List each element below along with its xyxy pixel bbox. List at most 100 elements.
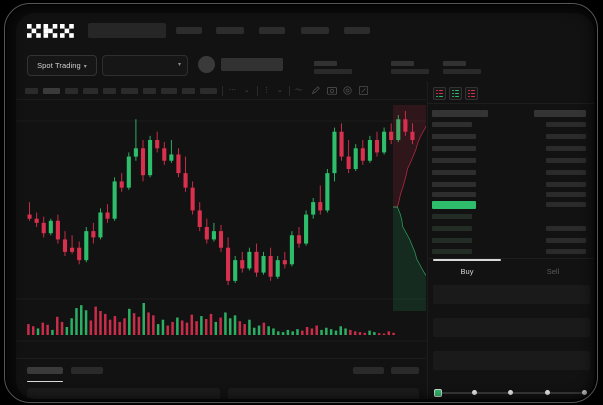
chart-type-chevron-icon[interactable]: ⌄ <box>244 87 250 94</box>
orderbook-ask-price[interactable] <box>432 182 476 187</box>
orderbook-ask-amount <box>546 134 586 139</box>
toolbar-divider <box>222 86 223 96</box>
tab-open-orders[interactable] <box>27 367 63 374</box>
settings-gear-icon[interactable] <box>343 86 352 96</box>
orders-placeholder-left <box>27 388 220 399</box>
market-stat-1 <box>314 61 352 74</box>
orderbook-ask-amount <box>546 146 586 151</box>
price-chart-canvas[interactable] <box>16 99 426 358</box>
bottom-action-2[interactable] <box>391 367 419 374</box>
orderbook-ask-price[interactable] <box>432 122 472 127</box>
market-stat-label <box>391 61 414 66</box>
pair-name-label <box>221 58 283 71</box>
chevron-down-icon: ▾ <box>83 64 87 70</box>
timeframe-chip[interactable] <box>65 88 78 94</box>
tab-order-history[interactable] <box>71 367 103 374</box>
orderbook-current-price <box>432 201 476 209</box>
orderbook-bid-price[interactable] <box>432 226 472 231</box>
coin-avatar <box>198 56 215 73</box>
orderbook-bid-amount <box>546 226 586 231</box>
volume-series <box>27 303 395 335</box>
nav-item-4[interactable] <box>301 27 329 34</box>
order-amount-field[interactable] <box>433 318 590 338</box>
timeframe-chip[interactable] <box>83 88 98 94</box>
nav-item-3[interactable] <box>259 27 285 34</box>
nav-item-1[interactable] <box>176 27 202 34</box>
bottom-action-1[interactable] <box>353 367 384 374</box>
compare-icon[interactable]: ⋮ <box>263 87 270 94</box>
orderbook-ask-amount <box>546 158 586 163</box>
orderbook-ask-price[interactable] <box>432 158 476 163</box>
active-tab-indicator <box>27 381 63 383</box>
market-stat-2 <box>391 61 429 74</box>
okx-logo[interactable] <box>27 24 75 38</box>
spot-trading-selector[interactable]: Spot Trading ▾ <box>27 55 97 76</box>
market-stat-value <box>391 69 429 74</box>
orderbook-ask-price[interactable] <box>432 170 476 175</box>
timeframe-chip[interactable] <box>25 88 38 94</box>
orderbook-view-bids-icon[interactable] <box>449 87 462 100</box>
candlestick-series <box>27 111 415 285</box>
orderbook-view-both-icon[interactable] <box>433 87 446 100</box>
orderbook-bid-amount <box>546 238 586 243</box>
slider-mark-75[interactable] <box>545 390 550 395</box>
tab-sell[interactable]: Sell <box>546 267 560 276</box>
orderbook-bid-amount <box>546 249 586 254</box>
orderbook-header <box>428 82 594 104</box>
active-order-tab-indicator <box>433 259 501 261</box>
orderbook-column-header-amount <box>534 110 586 117</box>
market-depth-chart <box>393 105 426 311</box>
chevron-down-icon: ▾ <box>177 62 181 68</box>
search-input[interactable] <box>88 23 166 38</box>
orderbook-ask-price[interactable] <box>432 192 476 197</box>
market-stat-value <box>443 69 481 74</box>
timeframe-chip[interactable] <box>43 88 60 94</box>
slider-mark-50[interactable] <box>508 390 513 395</box>
order-form-tabs: Buy Sell <box>428 258 594 283</box>
orderbook-bid-price[interactable] <box>432 249 472 254</box>
timeframe-chip[interactable] <box>182 88 195 94</box>
orderbook-column-header-price <box>432 110 488 117</box>
orderbook-ask-price[interactable] <box>432 134 476 139</box>
app-screen: Spot Trading ▾ ▾ <box>16 13 594 399</box>
orderbook-ask-price[interactable] <box>432 146 476 151</box>
timeframe-chip[interactable] <box>143 88 156 94</box>
market-stat-label <box>443 61 466 66</box>
order-price-field[interactable] <box>433 285 590 305</box>
timeframe-chip[interactable] <box>161 88 177 94</box>
orderbook-bid-price[interactable] <box>432 214 472 219</box>
orderbook-current-amount <box>546 202 586 207</box>
toolbar-divider <box>257 86 258 96</box>
slider-handle[interactable] <box>434 389 442 397</box>
toolbar-divider <box>289 86 290 96</box>
timeframe-chip[interactable] <box>121 88 138 94</box>
timeframe-chip[interactable] <box>200 88 217 94</box>
orderbook-view-asks-icon[interactable] <box>465 87 478 100</box>
nav-item-5[interactable] <box>344 27 370 34</box>
order-amount-slider[interactable] <box>434 389 589 397</box>
orders-panel <box>16 358 426 399</box>
orders-placeholder-right <box>228 388 419 399</box>
market-stat-3 <box>443 61 481 74</box>
trading-pair-selector[interactable]: ▾ <box>102 55 188 76</box>
market-stat-label <box>314 61 337 66</box>
layout-chevron-icon[interactable]: ⌄ <box>277 87 283 94</box>
camera-icon[interactable] <box>327 86 337 96</box>
tab-buy[interactable]: Buy <box>460 267 474 276</box>
device-bezel: Spot Trading ▾ ▾ <box>4 3 598 403</box>
market-stat-value <box>314 69 352 74</box>
spot-trading-label: Spot Trading <box>37 61 81 70</box>
order-total-field[interactable] <box>433 351 590 371</box>
orderbook-ask-amount <box>546 192 586 197</box>
timeframe-chip[interactable] <box>103 88 116 94</box>
nav-item-2[interactable] <box>216 27 244 34</box>
top-navigation-bar <box>16 13 594 47</box>
pencil-icon[interactable] <box>311 86 320 96</box>
orderbook-bid-price[interactable] <box>432 238 472 243</box>
wave-line-icon[interactable]: 〜 <box>295 87 302 94</box>
fullscreen-icon[interactable] <box>359 86 368 96</box>
indicator-icon[interactable]: ⋯ <box>229 87 236 94</box>
orderbook-ask-amount <box>546 170 586 175</box>
slider-mark-25[interactable] <box>472 390 477 395</box>
slider-mark-100[interactable] <box>582 390 587 395</box>
